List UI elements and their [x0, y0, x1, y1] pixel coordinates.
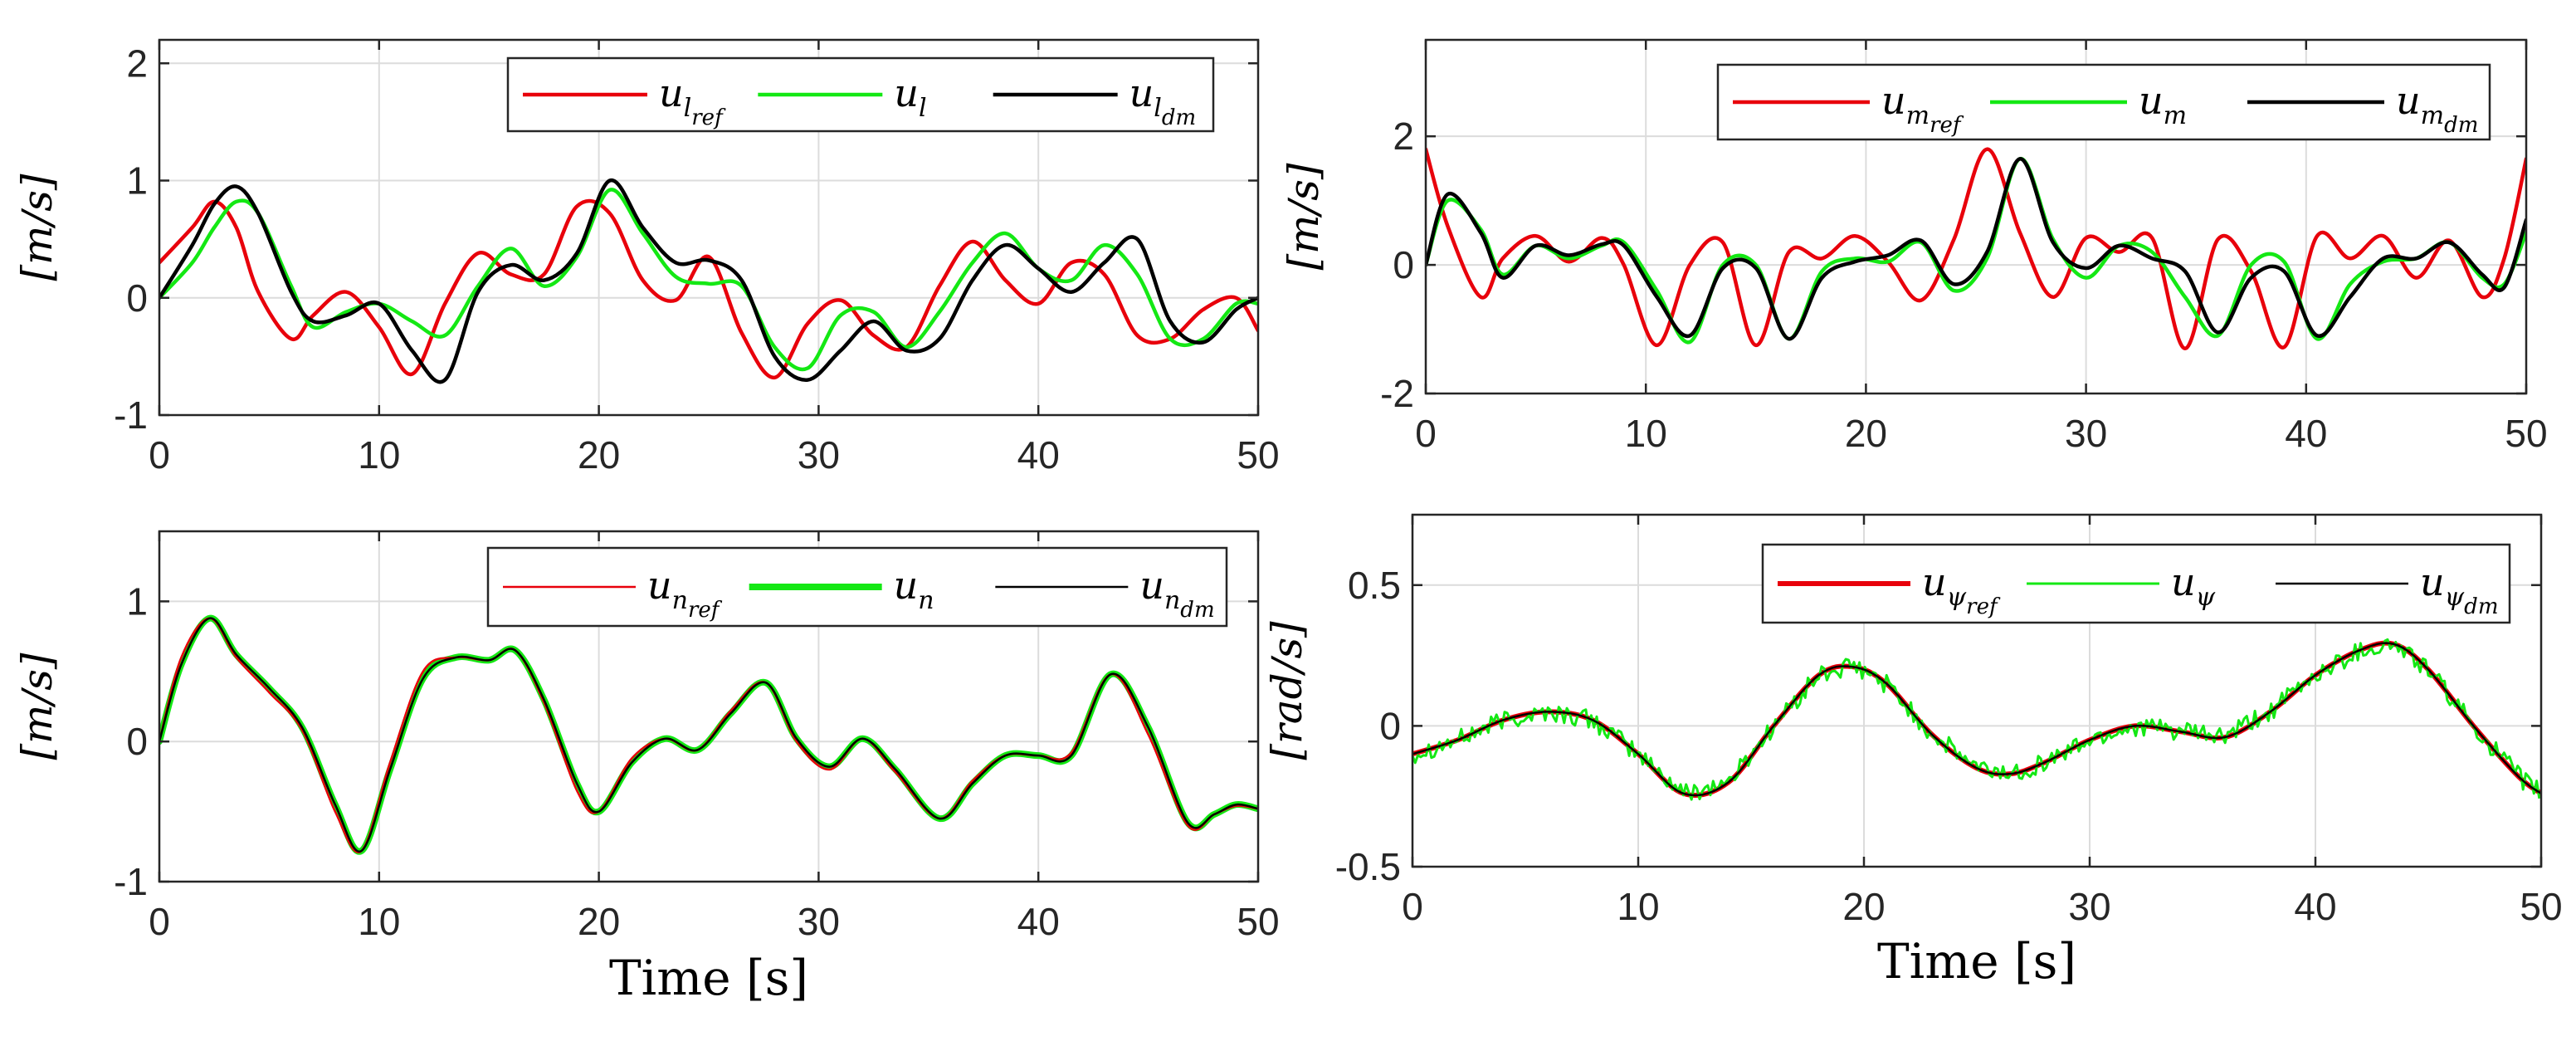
legend-entry-actual: uψ: [2171, 560, 2216, 612]
legend-entry-ref: ulref: [659, 71, 726, 130]
y-tick-label: 0: [126, 276, 148, 320]
legend-entry-actual: um: [2139, 78, 2187, 130]
series-ref-line: [1412, 640, 2541, 798]
axes-box: [158, 38, 1260, 417]
x-tick-label: 20: [1845, 412, 1887, 455]
series-dm-line: [159, 178, 1258, 384]
x-tick-label: 50: [2520, 885, 2562, 928]
x-tick-label: 20: [578, 433, 620, 477]
x-tick-label: 0: [1402, 885, 1423, 928]
x-tick-label: 30: [2068, 885, 2110, 928]
legend-entry-actual: un: [894, 563, 934, 615]
x-tick-label: 50: [1237, 900, 1279, 943]
series-dm-line: [1412, 642, 2541, 797]
x-tick-label: 10: [358, 900, 400, 943]
y-tick-label: 1: [126, 159, 148, 203]
axes-box: [1424, 38, 2528, 395]
legend-entry-dm: undm: [1139, 563, 1214, 623]
y-tick-label: 1: [126, 579, 148, 623]
y-tick-label: -0.5: [1335, 845, 1401, 888]
series-ref-line: [159, 617, 1258, 853]
axes-box: [158, 530, 1260, 883]
y-axis-label: [m/s]: [13, 174, 61, 281]
legend-entry-ref: unref: [647, 563, 723, 623]
y-tick-label: 0: [126, 720, 148, 763]
series-actual-line: [1412, 638, 2541, 801]
y-tick-label: 2: [126, 42, 148, 85]
x-tick-label: 0: [1415, 412, 1437, 455]
series-actual-line: [159, 188, 1258, 372]
y-tick-label: -1: [114, 393, 148, 437]
series-group: [159, 614, 1258, 855]
series-dm-line: [159, 617, 1258, 853]
y-tick-label: 0: [1379, 704, 1401, 747]
y-axis-label: [m/s]: [1280, 163, 1328, 270]
x-tick-label: 40: [2285, 412, 2327, 455]
x-tick-label: 10: [1625, 412, 1667, 455]
x-tick-label: 20: [578, 900, 620, 943]
legend: umref um umdm: [1716, 63, 2491, 141]
series-dm-line: [1426, 157, 2526, 341]
legend: uψref uψ uψdm: [1761, 543, 2511, 624]
y-axis-label: [rad/s]: [1263, 621, 1311, 760]
x-tick-label: 30: [798, 433, 840, 477]
x-tick-label: 30: [798, 900, 840, 943]
y-tick-label: 2: [1393, 115, 1414, 158]
series-group: [1426, 147, 2526, 351]
series-ref-line: [159, 198, 1258, 380]
x-tick-label: 50: [2505, 412, 2547, 455]
legend-entry-dm: uldm: [1129, 71, 1197, 130]
legend-entry-ref: umref: [1881, 78, 1964, 138]
x-tick-label: 40: [1017, 900, 1060, 943]
y-axis-label: [m/s]: [13, 653, 61, 760]
y-tick-label: 0: [1393, 243, 1414, 286]
legend-entry-actual: ul: [894, 71, 926, 123]
axes-box: [1411, 513, 2543, 868]
series-group: [1412, 638, 2541, 801]
series-group: [159, 178, 1258, 384]
x-tick-label: 50: [1237, 433, 1279, 477]
legend: unref un undm: [486, 546, 1228, 628]
x-tick-label: 20: [1842, 885, 1885, 928]
legend-entry-dm: uψdm: [2420, 560, 2498, 619]
series-actual-line: [159, 614, 1258, 855]
x-tick-label: 10: [1617, 885, 1659, 928]
legend: ulref ul uldm: [506, 56, 1215, 133]
legend-entry-dm: umdm: [2396, 78, 2478, 138]
y-tick-label: -1: [114, 860, 148, 903]
x-axis-label: Time [s]: [609, 950, 808, 1006]
x-tick-label: 30: [2065, 412, 2107, 455]
y-tick-label: -2: [1380, 372, 1414, 415]
legend-entry-ref: uψref: [1922, 560, 2001, 619]
x-tick-label: 0: [149, 433, 170, 477]
x-tick-label: 40: [2294, 885, 2336, 928]
chart-upsi: 0 10 20 30 40 50-0.500.5[rad/s]Time [s]uψrefu…: [1263, 513, 2563, 990]
y-tick-label: 0.5: [1348, 564, 1401, 607]
x-tick-label: 40: [1017, 433, 1060, 477]
x-tick-label: 0: [149, 900, 170, 943]
x-axis-label: Time [s]: [1877, 933, 2076, 990]
x-tick-label: 10: [358, 433, 400, 477]
